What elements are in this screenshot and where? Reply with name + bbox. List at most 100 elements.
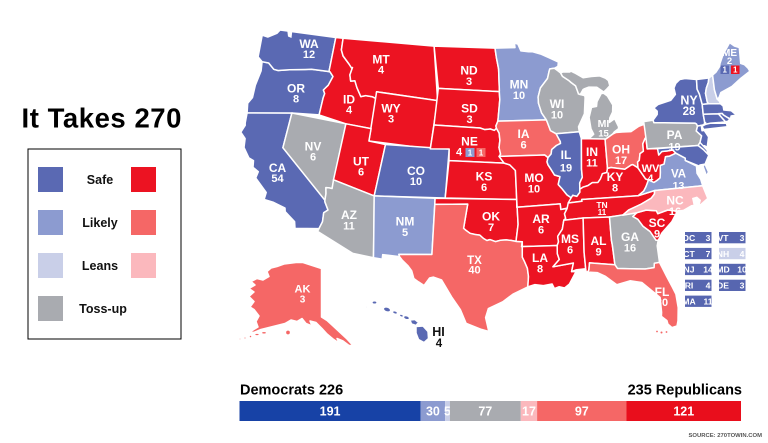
svg-text:PA: PA bbox=[667, 128, 683, 142]
svg-text:10: 10 bbox=[737, 265, 747, 275]
svg-text:It Takes 270: It Takes 270 bbox=[22, 103, 183, 134]
svg-text:MI: MI bbox=[598, 118, 610, 130]
svg-text:CA: CA bbox=[269, 161, 287, 175]
svg-text:191: 191 bbox=[320, 405, 341, 419]
svg-text:15: 15 bbox=[598, 129, 609, 140]
svg-text:KY: KY bbox=[607, 170, 624, 184]
svg-text:NV: NV bbox=[305, 140, 322, 154]
svg-text:2: 2 bbox=[727, 56, 732, 67]
svg-text:FL: FL bbox=[655, 285, 670, 299]
svg-text:3: 3 bbox=[466, 114, 472, 126]
svg-text:28: 28 bbox=[683, 106, 696, 118]
svg-text:1: 1 bbox=[468, 149, 473, 158]
svg-text:13: 13 bbox=[673, 180, 685, 192]
svg-text:OK: OK bbox=[482, 210, 500, 224]
svg-text:3: 3 bbox=[388, 114, 394, 126]
svg-text:NH: NH bbox=[717, 249, 729, 259]
svg-text:3: 3 bbox=[740, 281, 745, 291]
svg-text:IN: IN bbox=[586, 145, 598, 159]
svg-text:MN: MN bbox=[510, 78, 529, 92]
svg-text:Toss-up: Toss-up bbox=[79, 302, 127, 316]
svg-text:Safe: Safe bbox=[87, 173, 113, 187]
svg-text:ME: ME bbox=[722, 48, 737, 59]
svg-text:7: 7 bbox=[488, 222, 494, 234]
svg-text:MD: MD bbox=[716, 265, 729, 275]
svg-text:17: 17 bbox=[615, 155, 627, 167]
svg-text:3: 3 bbox=[300, 295, 306, 306]
svg-text:NM: NM bbox=[396, 215, 415, 229]
svg-text:40: 40 bbox=[468, 265, 480, 277]
svg-text:SC: SC bbox=[649, 216, 666, 230]
svg-text:VT: VT bbox=[718, 233, 730, 243]
svg-text:WV: WV bbox=[642, 163, 660, 175]
svg-text:10: 10 bbox=[410, 176, 422, 188]
svg-text:17: 17 bbox=[522, 405, 536, 419]
svg-text:WA: WA bbox=[299, 37, 319, 51]
svg-text:10: 10 bbox=[513, 90, 525, 102]
svg-text:6: 6 bbox=[520, 140, 526, 152]
svg-text:RI: RI bbox=[685, 281, 694, 291]
svg-text:VA: VA bbox=[671, 169, 686, 181]
svg-text:3: 3 bbox=[706, 233, 711, 243]
svg-text:1: 1 bbox=[733, 66, 738, 75]
svg-text:16: 16 bbox=[669, 206, 681, 218]
svg-text:MS: MS bbox=[561, 232, 579, 246]
svg-text:DC: DC bbox=[683, 233, 695, 243]
svg-text:4: 4 bbox=[436, 338, 443, 350]
svg-text:KS: KS bbox=[476, 170, 493, 184]
svg-text:12: 12 bbox=[303, 49, 315, 61]
svg-text:4: 4 bbox=[456, 147, 463, 159]
svg-text:OR: OR bbox=[287, 82, 305, 96]
svg-text:11: 11 bbox=[586, 158, 598, 170]
svg-text:MO: MO bbox=[524, 171, 543, 185]
svg-text:1: 1 bbox=[722, 66, 727, 75]
svg-text:97: 97 bbox=[575, 405, 589, 419]
svg-text:4: 4 bbox=[648, 174, 654, 185]
svg-text:Democrats 226: Democrats 226 bbox=[240, 383, 343, 399]
svg-text:5: 5 bbox=[444, 405, 451, 419]
svg-text:19: 19 bbox=[560, 163, 572, 175]
svg-text:SD: SD bbox=[461, 102, 478, 116]
svg-text:SOURCE: 270TOWIN.COM: SOURCE: 270TOWIN.COM bbox=[688, 433, 762, 439]
svg-text:NE: NE bbox=[461, 135, 478, 149]
svg-text:6: 6 bbox=[310, 152, 316, 164]
svg-text:19: 19 bbox=[668, 142, 680, 154]
svg-text:6: 6 bbox=[481, 182, 487, 194]
svg-text:6: 6 bbox=[538, 225, 544, 237]
svg-text:GA: GA bbox=[621, 230, 639, 244]
svg-text:IL: IL bbox=[561, 148, 572, 162]
svg-text:ID: ID bbox=[343, 93, 355, 107]
svg-text:4: 4 bbox=[346, 105, 353, 117]
svg-text:6: 6 bbox=[567, 245, 573, 257]
svg-text:9: 9 bbox=[654, 229, 660, 241]
svg-text:AZ: AZ bbox=[341, 208, 357, 222]
svg-text:CT: CT bbox=[683, 249, 695, 259]
svg-text:WI: WI bbox=[550, 97, 565, 111]
svg-text:7: 7 bbox=[706, 249, 711, 259]
svg-text:AL: AL bbox=[591, 234, 607, 248]
svg-text:77: 77 bbox=[478, 405, 492, 419]
svg-text:10: 10 bbox=[551, 110, 563, 122]
svg-text:Leans: Leans bbox=[82, 259, 118, 273]
svg-text:54: 54 bbox=[271, 173, 284, 185]
svg-text:TX: TX bbox=[467, 255, 482, 267]
svg-text:OH: OH bbox=[612, 143, 630, 157]
svg-text:11: 11 bbox=[703, 297, 712, 307]
svg-text:9: 9 bbox=[595, 247, 601, 259]
svg-text:4: 4 bbox=[706, 281, 711, 291]
svg-text:MT: MT bbox=[372, 53, 390, 67]
svg-text:6: 6 bbox=[358, 167, 364, 179]
svg-text:1: 1 bbox=[479, 149, 484, 158]
svg-text:121: 121 bbox=[673, 405, 694, 419]
svg-text:11: 11 bbox=[598, 208, 607, 217]
svg-text:3: 3 bbox=[466, 76, 472, 88]
svg-text:CO: CO bbox=[407, 164, 425, 178]
svg-text:LA: LA bbox=[532, 251, 548, 265]
svg-text:3: 3 bbox=[740, 233, 745, 243]
svg-text:8: 8 bbox=[293, 94, 299, 106]
svg-text:HI: HI bbox=[432, 325, 445, 339]
svg-text:30: 30 bbox=[656, 297, 668, 309]
svg-text:TN: TN bbox=[596, 200, 607, 210]
svg-text:MA: MA bbox=[682, 297, 695, 307]
svg-text:ND: ND bbox=[460, 64, 478, 78]
